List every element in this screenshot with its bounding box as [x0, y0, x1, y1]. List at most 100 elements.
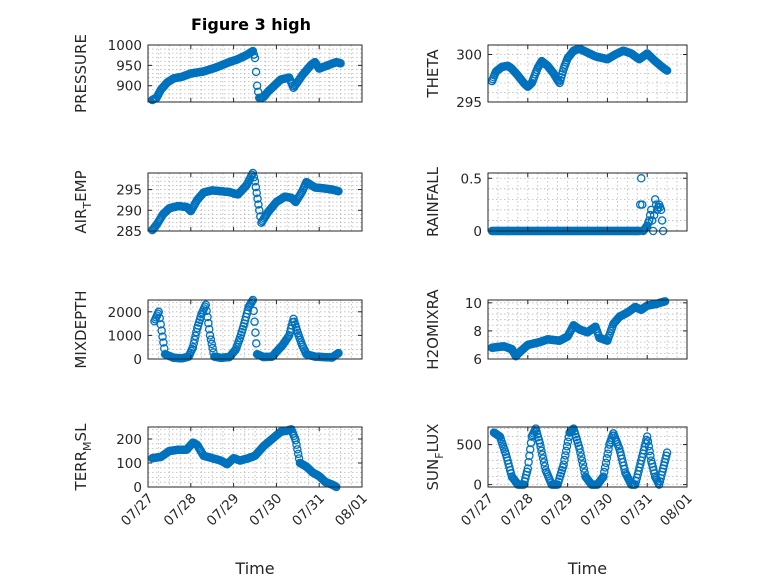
data-point	[539, 458, 549, 467]
data-point	[253, 194, 262, 203]
y-tick-label: 0.5	[461, 171, 482, 187]
data-point	[204, 325, 214, 334]
data-point	[206, 335, 216, 344]
data-point	[600, 467, 609, 477]
data-point	[249, 306, 258, 316]
data-point	[645, 210, 655, 220]
data-point	[158, 332, 167, 341]
x-tick-label: 08/01	[657, 491, 696, 530]
y-axis-label: H2OMIXRA	[424, 289, 442, 370]
x-tick-label: 07/31	[289, 491, 328, 530]
y-axis-label: PRESSURE	[72, 34, 90, 113]
data-point	[643, 437, 653, 446]
data-point	[249, 50, 259, 59]
data-point	[598, 473, 607, 482]
subplot-5: 0 1000 2000 MIXDEPTH	[72, 290, 363, 369]
data-point	[522, 467, 532, 477]
data-point	[646, 451, 655, 461]
data-point	[561, 451, 570, 460]
y-tick-label: 0	[473, 224, 482, 240]
y-tick-label: 1000	[108, 328, 142, 344]
data-point	[204, 318, 213, 328]
data-point	[249, 172, 259, 182]
x-tick-label: 08/01	[332, 491, 371, 530]
data-point	[536, 442, 545, 452]
axes-frame	[487, 44, 688, 103]
data-point	[578, 460, 588, 469]
data-point	[293, 449, 303, 459]
data-point	[577, 452, 586, 461]
data-point	[645, 446, 654, 456]
data-point	[525, 445, 535, 454]
data-point	[336, 59, 345, 68]
subplot-2: 295 300 THETA	[424, 44, 688, 111]
data-point	[644, 441, 654, 451]
data-point	[577, 456, 587, 465]
data-point	[255, 206, 264, 215]
y-axis-label: MIXDEPTH	[72, 290, 90, 368]
y-tick-label: 0	[133, 480, 142, 496]
data-point	[254, 200, 263, 209]
y-tick-label: 295	[116, 183, 142, 199]
data-point	[524, 457, 533, 467]
data-point	[284, 332, 293, 341]
axes-frame	[487, 172, 688, 232]
data-point	[662, 66, 672, 75]
data-point	[157, 326, 166, 335]
x-tick-label: 07/28	[161, 491, 200, 530]
axes-frame	[147, 172, 363, 232]
subplot-1: 900 950 1000 PRESSURE	[72, 34, 363, 113]
y-axis-label: THETA	[424, 49, 442, 99]
data-point	[252, 188, 261, 198]
y-tick-label: 500	[456, 438, 482, 454]
y-tick-label: 6	[473, 352, 482, 368]
data-point	[563, 437, 573, 446]
y-tick-label: 285	[116, 224, 142, 240]
data-point	[644, 216, 654, 225]
axes-frame	[147, 44, 363, 103]
data-point	[251, 328, 260, 337]
subplot-8: 0 500 SUNFLUX 07/27 07/28 07/29 07/30 07/31 08/0…	[424, 424, 696, 578]
data-point	[568, 425, 578, 434]
data-point	[636, 174, 646, 183]
x-tick-label: 07/27	[118, 491, 157, 530]
data-point	[252, 81, 262, 90]
y-tick-label: 0	[133, 352, 142, 368]
data-point	[662, 448, 672, 457]
data-point	[293, 445, 302, 454]
data-point	[292, 440, 301, 450]
data-point	[656, 205, 666, 215]
data-point	[203, 312, 212, 322]
data-point	[189, 339, 199, 348]
data-point	[188, 342, 198, 352]
axes-frame	[487, 299, 688, 360]
subplot-7: 0 100 200 TERRMSL 07/27 07/28 07/29 07/30 07/31 0…	[72, 423, 371, 578]
data-point	[334, 348, 343, 358]
data-point	[250, 317, 259, 326]
y-tick-label: 290	[116, 203, 142, 219]
y-axis-label: TERRMSL	[72, 423, 94, 492]
y-axis-label: RAINFALL	[424, 166, 442, 237]
data-point	[183, 204, 193, 213]
y-tick-label: 10	[465, 296, 482, 312]
data-point	[601, 458, 611, 468]
data-point	[642, 432, 652, 441]
data-point	[250, 53, 260, 63]
data-point	[191, 331, 200, 341]
data-point	[538, 450, 547, 459]
x-tick-label: 07/31	[617, 491, 656, 530]
axes-frame	[147, 299, 363, 360]
data-point	[602, 454, 612, 463]
data-point	[155, 313, 164, 323]
data-point	[251, 182, 261, 192]
data-point	[647, 216, 657, 225]
x-tick-label: 07/29	[204, 491, 243, 530]
data-point	[560, 455, 569, 465]
x-tick-label: 07/28	[498, 491, 537, 530]
data-point	[576, 448, 585, 457]
y-tick-label: 1000	[108, 38, 142, 54]
data-point	[207, 339, 217, 349]
y-tick-label: 300	[456, 48, 482, 64]
data-point	[603, 449, 612, 458]
